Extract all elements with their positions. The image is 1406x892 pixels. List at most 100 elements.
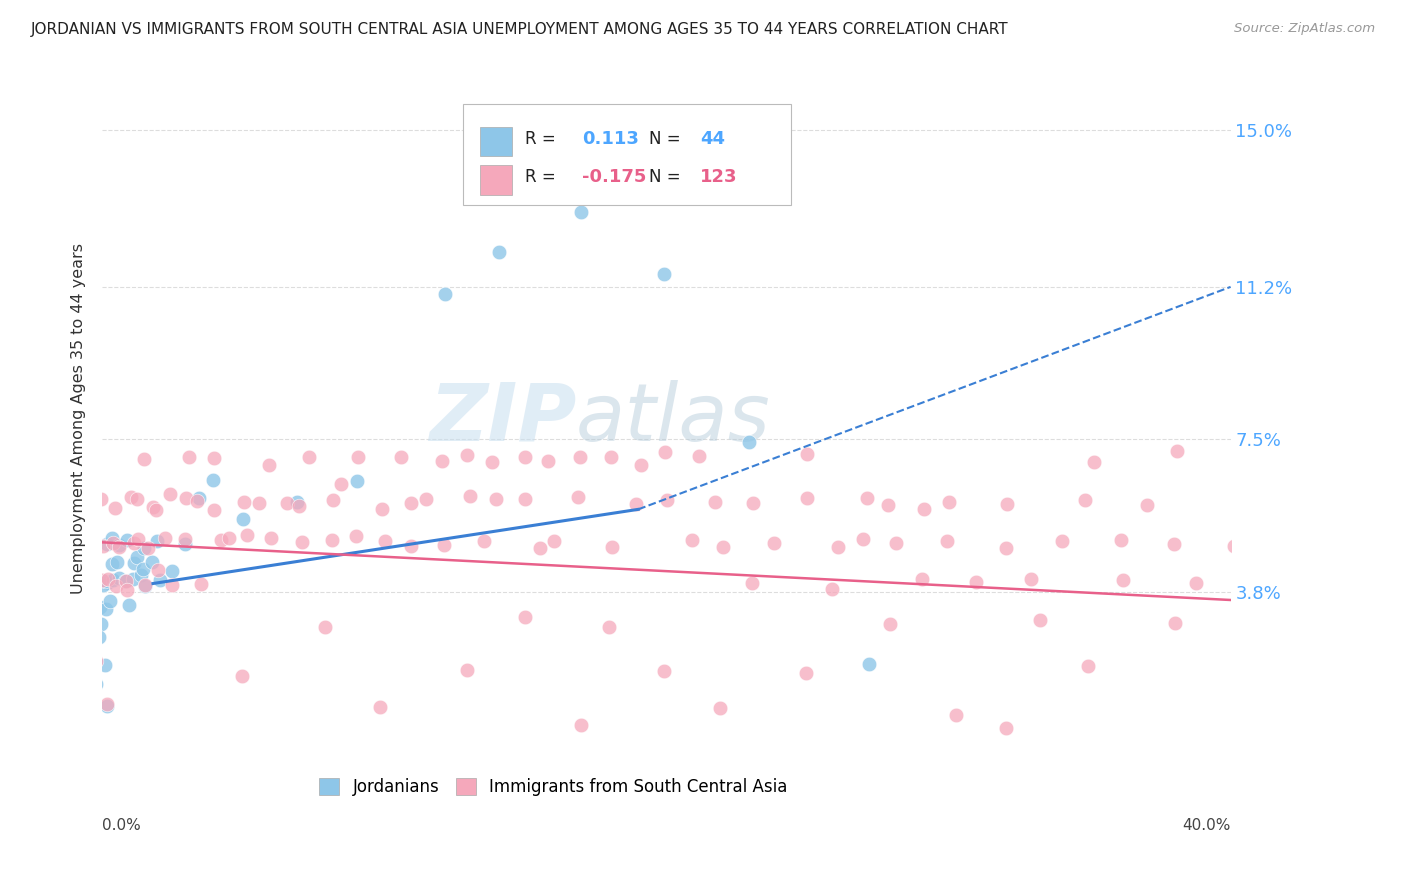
Point: [96, 537, 118, 551]
Point: [652, 267, 675, 281]
Point: [127, 532, 149, 546]
Text: ZIP: ZIP: [429, 380, 576, 458]
Point: [159, 487, 181, 501]
Point: [94, 574, 117, 588]
Point: [153, 531, 176, 545]
Point: [321, 533, 343, 548]
Text: JORDANIAN VS IMMIGRANTS FROM SOUTH CENTRAL ASIA UNEMPLOYMENT AMONG AGES 35 TO 44: JORDANIAN VS IMMIGRANTS FROM SOUTH CENTR…: [31, 22, 1008, 37]
Bar: [481, 165, 512, 194]
Point: [1019, 573, 1042, 587]
Point: [148, 563, 170, 577]
Point: [122, 536, 145, 550]
Point: [105, 578, 128, 592]
Point: [434, 287, 457, 301]
Point: [910, 572, 932, 586]
Point: [104, 501, 127, 516]
Point: [481, 455, 503, 469]
Point: [537, 454, 560, 468]
Point: [529, 541, 551, 556]
Point: [488, 245, 510, 260]
Point: [1029, 613, 1052, 627]
Bar: [481, 127, 512, 156]
Y-axis label: Unemployment Among Ages 35 to 44 years: Unemployment Among Ages 35 to 44 years: [72, 244, 86, 594]
Point: [965, 574, 987, 589]
Text: R =: R =: [526, 168, 557, 186]
Point: [401, 539, 423, 553]
Point: [681, 533, 703, 547]
Point: [794, 665, 817, 680]
Point: [568, 450, 591, 465]
Point: [569, 205, 592, 219]
Point: [141, 555, 163, 569]
Point: [231, 669, 253, 683]
Text: Source: ZipAtlas.com: Source: ZipAtlas.com: [1234, 22, 1375, 36]
Point: [288, 500, 311, 514]
Point: [742, 496, 765, 510]
Point: [174, 536, 197, 550]
Point: [472, 534, 495, 549]
Point: [995, 497, 1018, 511]
Point: [134, 577, 156, 591]
Point: [415, 492, 437, 507]
Point: [160, 564, 183, 578]
Point: [142, 500, 165, 515]
Point: [995, 541, 1018, 555]
Point: [209, 533, 232, 547]
Point: [108, 571, 131, 585]
Point: [1050, 534, 1073, 549]
Point: [1077, 659, 1099, 673]
Point: [117, 533, 139, 548]
Point: [120, 490, 142, 504]
Point: [134, 541, 156, 556]
Point: [105, 555, 128, 569]
Point: [84, 654, 107, 668]
Point: [96, 698, 118, 713]
Point: [122, 556, 145, 570]
Text: N =: N =: [650, 129, 681, 147]
Point: [1136, 498, 1159, 512]
Text: 44: 44: [700, 129, 725, 147]
Point: [174, 491, 197, 506]
Point: [709, 701, 731, 715]
Point: [330, 477, 353, 491]
Point: [285, 495, 308, 509]
Point: [103, 573, 125, 587]
Point: [108, 540, 131, 554]
Point: [371, 502, 394, 516]
Point: [91, 578, 114, 592]
Point: [567, 490, 589, 504]
Point: [654, 445, 676, 459]
Point: [374, 533, 396, 548]
Point: [630, 458, 652, 472]
Point: [456, 448, 478, 462]
Point: [89, 599, 111, 614]
Point: [297, 450, 319, 464]
Point: [456, 663, 478, 677]
Point: [257, 458, 280, 472]
Point: [1184, 576, 1206, 591]
Point: [96, 576, 118, 591]
Point: [945, 708, 967, 723]
Legend: Jordanians, Immigrants from South Central Asia: Jordanians, Immigrants from South Centra…: [312, 771, 794, 803]
Point: [101, 557, 124, 571]
Point: [202, 451, 225, 466]
Point: [101, 532, 124, 546]
Point: [114, 574, 136, 589]
Point: [569, 718, 592, 732]
Point: [879, 616, 901, 631]
Point: [145, 534, 167, 549]
Point: [202, 502, 225, 516]
Point: [688, 449, 710, 463]
Point: [1109, 533, 1132, 547]
Point: [936, 533, 959, 548]
Point: [704, 495, 727, 509]
Text: R =: R =: [526, 129, 557, 147]
Point: [1073, 492, 1095, 507]
Point: [884, 535, 907, 549]
Point: [322, 493, 344, 508]
Point: [93, 658, 115, 673]
Point: [655, 493, 678, 508]
Point: [598, 620, 620, 634]
Text: 40.0%: 40.0%: [1182, 818, 1230, 833]
Point: [149, 573, 172, 587]
